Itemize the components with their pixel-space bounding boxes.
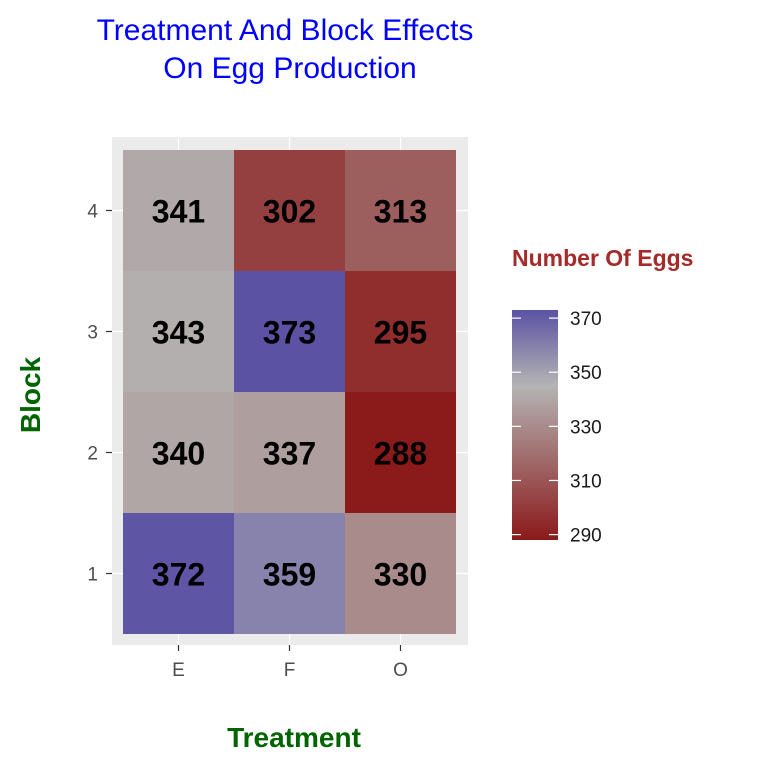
cell-value-label: 373 xyxy=(263,315,316,351)
heatmap-cell xyxy=(345,150,456,271)
chart-title-line-2: On Egg Production xyxy=(163,52,417,85)
heatmap-cell xyxy=(234,513,345,634)
cell-value-label: 337 xyxy=(263,436,316,472)
cell-value-label: 302 xyxy=(263,194,316,230)
cell-value-label: 341 xyxy=(152,194,205,230)
heatmap-cell xyxy=(123,513,234,634)
y-tick-label: 2 xyxy=(87,444,98,465)
y-axis-title: Block xyxy=(15,356,46,433)
cell-value-label: 288 xyxy=(374,436,427,472)
x-axis-title: Treatment xyxy=(227,722,361,753)
cell-value-label: 343 xyxy=(152,315,205,351)
legend-tick-label: 310 xyxy=(570,471,602,492)
legend-tick-label: 330 xyxy=(570,417,602,438)
y-tick-label: 3 xyxy=(87,323,98,344)
heatmap-cell xyxy=(345,271,456,392)
x-tick-label: E xyxy=(172,660,185,681)
legend-title: Number Of Eggs xyxy=(512,245,693,271)
cell-value-label: 340 xyxy=(152,436,205,472)
heatmap-cell-labels: 372 359 330 340 337 288 343 373 295 341 302 313 xyxy=(152,194,427,593)
y-axis-ticks: 1 2 3 4 xyxy=(87,202,112,586)
y-tick-label: 4 xyxy=(87,202,98,223)
heatmap-cell xyxy=(234,271,345,392)
x-tick-label: O xyxy=(393,660,408,681)
legend-colorbar xyxy=(512,310,558,540)
heatmap-cell xyxy=(123,150,234,271)
y-tick-label: 1 xyxy=(87,565,98,586)
cell-value-label: 359 xyxy=(263,557,316,593)
cell-value-label: 313 xyxy=(374,194,427,230)
chart-title-line-1: Treatment And Block Effects xyxy=(97,14,474,47)
legend-tick-label: 370 xyxy=(570,309,602,330)
cell-value-label: 330 xyxy=(374,557,427,593)
heatmap-cell xyxy=(234,150,345,271)
heatmap-cell xyxy=(123,392,234,513)
cell-value-label: 295 xyxy=(374,315,427,351)
heatmap-cell xyxy=(123,271,234,392)
legend-ticks: 290 310 330 350 370 xyxy=(512,309,602,547)
legend-tick-label: 290 xyxy=(570,526,602,547)
x-tick-label: F xyxy=(284,660,296,681)
legend-tick-label: 350 xyxy=(570,363,602,384)
heatmap-cell xyxy=(345,392,456,513)
heatmap-cell xyxy=(234,392,345,513)
cell-value-label: 372 xyxy=(152,557,205,593)
heatmap-cell xyxy=(345,513,456,634)
heatmap-cells xyxy=(123,150,456,634)
